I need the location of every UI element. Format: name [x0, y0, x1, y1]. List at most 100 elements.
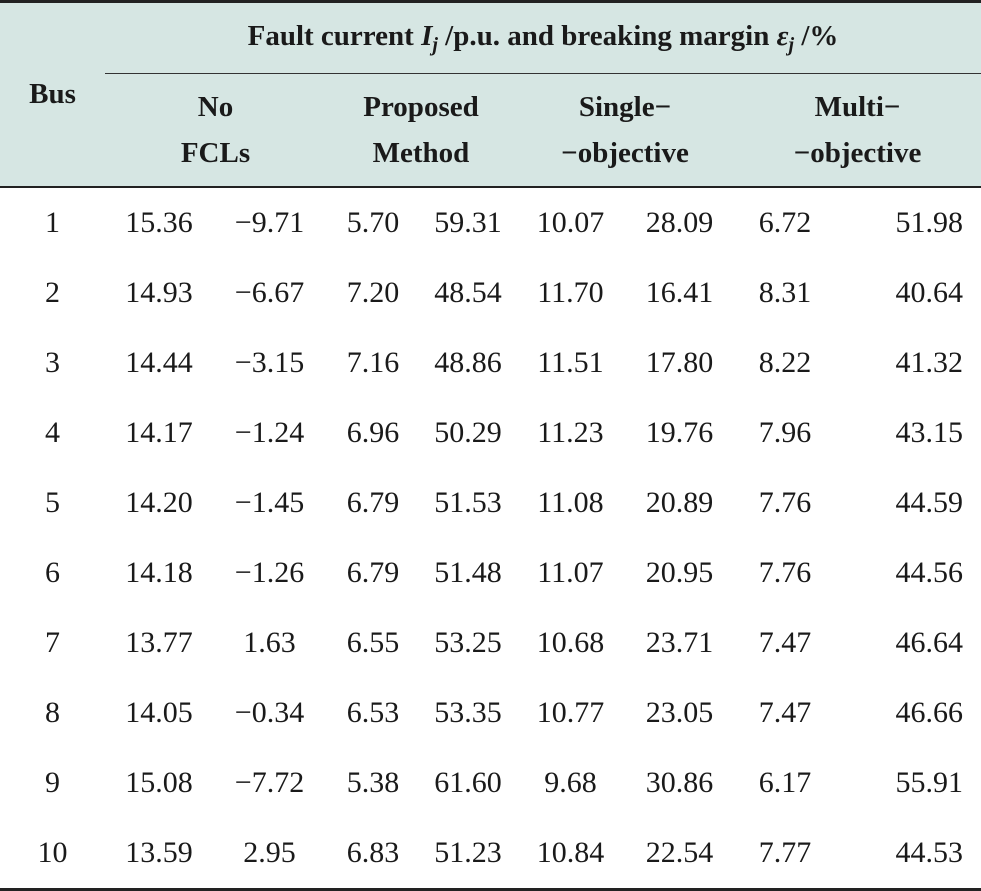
proposed-margin-cell: 48.54: [434, 276, 502, 309]
no-fcls-margin-cell: −6.67: [234, 276, 305, 309]
bus-number-cell: 7: [45, 626, 60, 659]
table-row: 3 14.44 −3.15 7.16 48.86 11.51 17.80 8.22 41.32: [0, 328, 981, 398]
method-header-line1: Proposed: [363, 91, 479, 123]
current-symbol: I: [421, 19, 433, 52]
single-objective-margin-cell: 20.89: [645, 486, 714, 519]
single-objective-margin-cell: 28.09: [645, 206, 714, 239]
proposed-margin-cell: 59.31: [434, 206, 502, 239]
table-row: 5 14.20 −1.45 6.79 51.53 11.08 20.89 7.76 44.59: [0, 468, 981, 538]
table-row: 10 13.59 2.95 6.83 51.23 10.84 22.54 7.77 44.53: [0, 818, 981, 891]
no-fcls-current-cell: 14.20: [125, 486, 193, 519]
no-fcls-current-cell: 13.59: [105, 818, 213, 891]
method-header-line1: No: [197, 91, 234, 123]
multi-objective-margin-cell: 55.91: [895, 766, 964, 799]
multi-objective-margin-cell: 41.32: [895, 346, 964, 379]
table-row: 8 14.05 −0.34 6.53 53.35 10.77 23.05 7.47 46.66: [0, 678, 981, 748]
method-header-line2: −objective: [793, 137, 922, 169]
proposed-current-cell: 6.96: [346, 416, 400, 449]
single-objective-margin-cell: 20.95: [645, 556, 714, 589]
proposed-current-cell: 6.55: [346, 626, 400, 659]
single-objective-margin-cell: 22.54: [625, 818, 734, 891]
single-objective-current-cell: 10.77: [536, 696, 605, 729]
multi-objective-current-cell: 8.31: [758, 276, 812, 309]
method-header-line1: Single−: [578, 91, 672, 123]
single-objective-margin-cell: 17.80: [645, 346, 714, 379]
proposed-current-cell: 7.20: [346, 276, 400, 309]
table-row: 4 14.17 −1.24 6.96 50.29 11.23 19.76 7.96 43.15: [0, 398, 981, 468]
no-fcls-margin-cell: −0.34: [234, 696, 305, 729]
table-row: 7 13.77 1.63 6.55 53.25 10.68 23.71 7.47 46.64: [0, 608, 981, 678]
method-header-line2: Method: [372, 137, 470, 169]
method-header-proposed: Proposed Method: [326, 73, 516, 188]
group-header-prefix: Fault current: [247, 19, 422, 52]
multi-objective-margin-cell: 43.15: [895, 416, 964, 449]
bus-number-cell: 6: [45, 556, 60, 589]
proposed-margin-cell: 53.25: [434, 626, 502, 659]
single-objective-current-cell: 10.68: [536, 626, 605, 659]
multi-objective-margin-cell: 44.53: [836, 818, 981, 891]
single-objective-current-cell: 11.51: [537, 346, 604, 379]
group-header-middle: /p.u. and breaking margin: [437, 19, 777, 52]
bus-number-cell: 2: [45, 276, 60, 309]
group-header: Fault current Ij /p.u. and breaking marg…: [105, 0, 981, 74]
proposed-current-cell: 6.83: [326, 818, 420, 891]
bus-number-cell: 9: [45, 766, 60, 799]
no-fcls-current-cell: 13.77: [125, 626, 193, 659]
proposed-current-cell: 6.79: [346, 486, 400, 519]
no-fcls-margin-cell: −9.71: [234, 206, 305, 239]
multi-objective-current-cell: 8.22: [758, 346, 812, 379]
proposed-current-cell: 7.16: [346, 346, 400, 379]
method-header-multi-objective: Multi− −objective: [734, 73, 981, 188]
no-fcls-current-cell: 14.05: [125, 696, 193, 729]
multi-objective-current-cell: 7.76: [758, 556, 812, 589]
bus-number-cell: 5: [45, 486, 60, 519]
method-header-no-fcls: No FCLs: [105, 73, 326, 188]
single-objective-margin-cell: 16.41: [645, 276, 714, 309]
multi-objective-margin-cell: 46.64: [895, 626, 964, 659]
no-fcls-margin-cell: −1.45: [234, 486, 305, 519]
bus-number-cell: 1: [45, 206, 60, 239]
multi-objective-margin-cell: 44.56: [895, 556, 964, 589]
no-fcls-current-cell: 14.17: [125, 416, 193, 449]
margin-symbol: ε: [776, 19, 789, 52]
header-row-methods: No FCLs Proposed Method Single− −objecti…: [0, 73, 981, 188]
single-objective-current-cell: 10.07: [536, 206, 605, 239]
single-objective-current-cell: 9.68: [544, 766, 597, 799]
proposed-margin-cell: 50.29: [434, 416, 502, 449]
multi-objective-current-cell: 7.96: [758, 416, 812, 449]
table-body: 1 15.36 −9.71 5.70 59.31 10.07 28.09 6.72 51.98 2…: [0, 187, 981, 891]
no-fcls-current-cell: 14.18: [125, 556, 193, 589]
header-row-top: Bus Fault current Ij /p.u. and breaking …: [0, 0, 981, 188]
multi-objective-margin-cell: 46.66: [895, 696, 964, 729]
proposed-current-cell: 6.79: [346, 556, 400, 589]
bus-number-cell: 10: [0, 818, 105, 891]
no-fcls-margin-cell: −1.26: [234, 556, 305, 589]
single-objective-current-cell: 11.07: [537, 556, 604, 589]
multi-objective-current-cell: 7.77: [734, 818, 836, 891]
margin-subscript: j: [788, 33, 795, 56]
no-fcls-margin-cell: 1.63: [243, 626, 296, 659]
method-header-line1: Multi−: [814, 91, 901, 123]
single-objective-current-cell: 10.84: [516, 818, 625, 891]
proposed-current-cell: 5.70: [346, 206, 400, 239]
no-fcls-margin-cell: −3.15: [234, 346, 305, 379]
proposed-margin-cell: 53.35: [434, 696, 502, 729]
multi-objective-current-cell: 7.47: [758, 696, 812, 729]
bus-number-cell: 8: [45, 696, 60, 729]
single-objective-margin-cell: 23.71: [645, 626, 714, 659]
no-fcls-margin-cell: −1.24: [234, 416, 305, 449]
multi-objective-current-cell: 6.17: [758, 766, 812, 799]
single-objective-margin-cell: 19.76: [645, 416, 714, 449]
proposed-margin-cell: 51.53: [434, 486, 502, 519]
bus-number-cell: 4: [45, 416, 60, 449]
method-header-line2: −objective: [561, 137, 689, 169]
multi-objective-margin-cell: 51.98: [895, 206, 964, 239]
multi-objective-margin-cell: 40.64: [895, 276, 964, 309]
multi-objective-current-cell: 7.76: [758, 486, 812, 519]
multi-objective-current-cell: 6.72: [758, 206, 812, 239]
proposed-current-cell: 5.38: [346, 766, 400, 799]
no-fcls-margin-cell: −7.72: [234, 766, 305, 799]
current-subscript: j: [432, 33, 438, 56]
